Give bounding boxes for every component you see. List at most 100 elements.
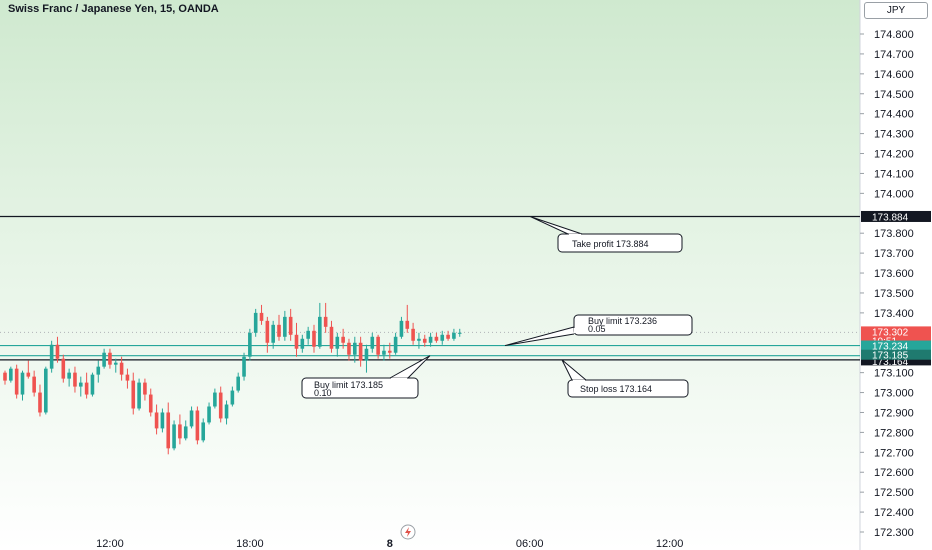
candle-body (457, 332, 462, 334)
candle-body (113, 362, 118, 365)
candle-body (172, 424, 176, 449)
candle-body (148, 394, 153, 413)
candle-body (248, 332, 252, 357)
stop-loss-axis-bg (861, 356, 931, 366)
x-tick-label: 12:00 (656, 538, 684, 550)
candle-body (393, 336, 398, 353)
candle-body (446, 334, 450, 339)
y-tick-label: 173.400 (874, 308, 914, 320)
y-tick-label: 173.600 (874, 268, 914, 280)
buy-limit-1-axis-label: 173.234 (872, 342, 909, 353)
candle-body (49, 344, 54, 369)
y-tick-label: 172.900 (874, 407, 914, 419)
candle-body (294, 334, 299, 349)
candle-body (253, 312, 258, 333)
candle-body (318, 316, 322, 347)
candle-body (119, 362, 124, 375)
candle-body (312, 330, 316, 347)
y-tick-label: 173.500 (874, 288, 914, 300)
candle-body (207, 406, 211, 423)
candle-body (341, 336, 345, 343)
last-price-axis-label: 173.302 (872, 327, 909, 338)
candle-body (166, 412, 171, 449)
candle-body (84, 382, 89, 395)
candle-body (271, 324, 275, 343)
y-tick-label: 173.000 (874, 388, 914, 400)
candle-body (90, 374, 95, 395)
candle-body (224, 404, 229, 419)
candle-body (428, 336, 433, 343)
candle-body (387, 350, 392, 353)
symbol-title[interactable]: Swiss Franc / Japanese Yen, 15, OANDA (8, 3, 219, 15)
candle-body (353, 342, 357, 355)
stop-loss-box (567, 379, 689, 398)
y-tick-label: 172.500 (874, 487, 914, 499)
candle-body (61, 358, 66, 379)
candle-body (306, 330, 310, 339)
y-tick-label: 174.100 (874, 168, 914, 180)
take-profit-label: Take profit 173.884 (572, 239, 649, 249)
y-tick-label: 174.700 (874, 49, 914, 61)
candle-body (440, 334, 445, 341)
x-tick-label: 06:00 (516, 538, 544, 550)
candle-body (78, 382, 83, 387)
candle-body (399, 320, 404, 337)
candle-body (236, 376, 240, 391)
take-profit-pointer (529, 215, 583, 235)
buy-limit-2-axis-bg (861, 349, 931, 360)
buy-limit-2-pointer (389, 355, 431, 379)
candle-body (364, 348, 369, 361)
candle-body (183, 426, 188, 439)
candle-body (55, 344, 60, 359)
y-tick-label: 173.700 (874, 248, 914, 260)
candle-body (125, 374, 130, 381)
candle-body (178, 424, 182, 439)
candle-body (189, 410, 194, 427)
candle-body (329, 326, 334, 349)
price-axis[interactable] (860, 0, 932, 550)
x-tick-label: 18:00 (236, 538, 264, 550)
currency-button[interactable]: JPY (864, 2, 928, 19)
candle-body (230, 390, 235, 405)
candle-body (213, 392, 217, 407)
x-tick-label: 8 (387, 538, 393, 550)
candle-body (376, 336, 380, 355)
candle-body (20, 372, 25, 395)
candle-body (300, 338, 305, 349)
candle-body (195, 410, 200, 441)
lightning-glyph (405, 527, 411, 537)
candle-body (102, 352, 106, 367)
candle-body (422, 338, 427, 343)
candle-body (265, 320, 270, 343)
y-tick-label: 174.400 (874, 109, 914, 121)
y-tick-label: 174.000 (874, 188, 914, 200)
candle-body (154, 412, 159, 429)
buy-limit-2-axis-label: 173.185 (872, 351, 909, 362)
stop-loss-label: Stop loss 173.164 (580, 384, 652, 394)
y-tick-label: 172.600 (874, 467, 914, 479)
y-tick-label: 173.800 (874, 228, 914, 240)
candle-body (218, 392, 223, 419)
buy-limit-1-label: Buy limit 173.236 (588, 316, 657, 326)
candle-body (335, 336, 340, 349)
y-tick-label: 172.700 (874, 447, 914, 459)
take-profit-box (557, 233, 683, 253)
take-profit-axis-bg (861, 210, 931, 222)
candle-body (417, 338, 421, 341)
candle-body (32, 376, 36, 393)
candle-body (434, 336, 439, 341)
buy-limit-1-axis-bg (861, 340, 931, 351)
candle-body (288, 316, 293, 335)
candle-body (73, 372, 77, 387)
candle-body (323, 316, 328, 327)
y-tick-label: 173.100 (874, 368, 914, 380)
candle-body (283, 316, 287, 337)
candle-body (411, 328, 415, 341)
candle-body (201, 422, 206, 441)
plot-area[interactable] (0, 0, 860, 550)
y-tick-label: 174.200 (874, 149, 914, 161)
y-tick-label: 174.300 (874, 129, 914, 141)
candle-body (137, 382, 141, 409)
